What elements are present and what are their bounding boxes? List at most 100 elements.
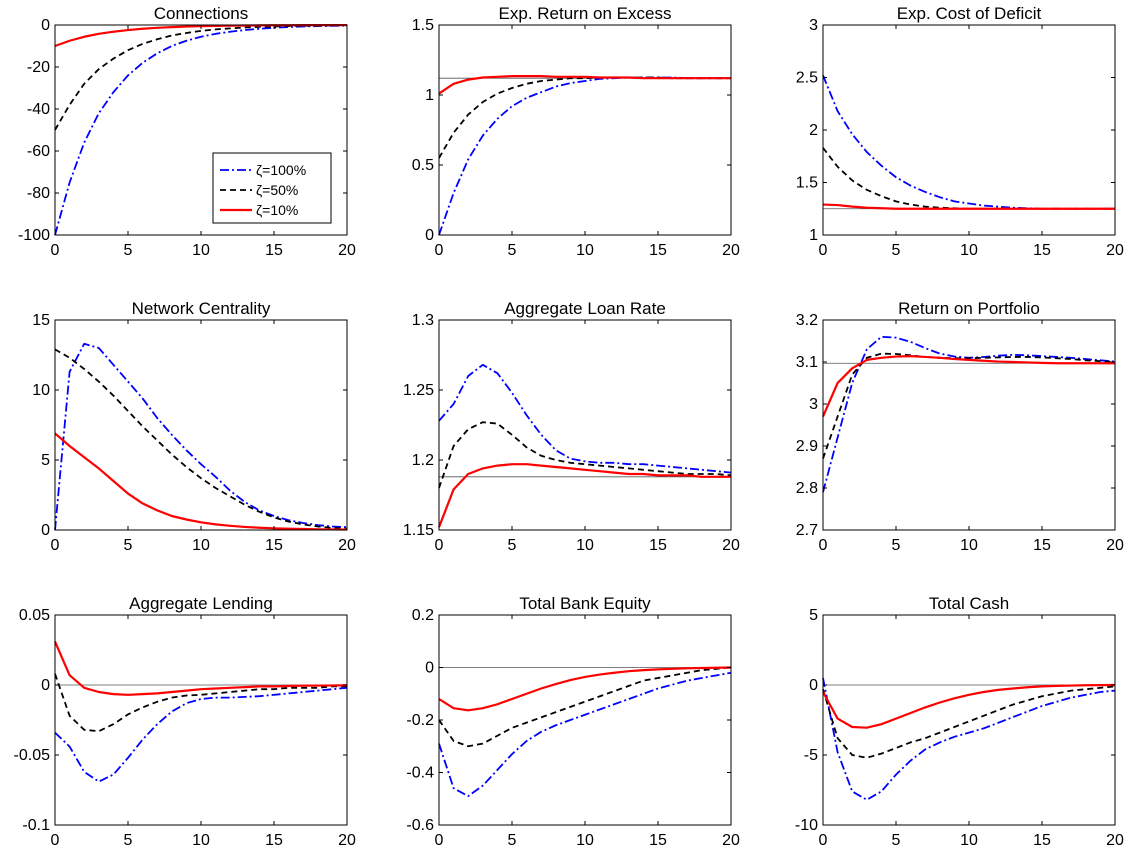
x-tick-label: 10 [192,242,210,259]
y-tick-label: 2.9 [796,438,818,455]
y-tick-label: -100 [18,227,50,244]
legend-label: ζ=100% [256,162,306,178]
y-tick-label: -20 [27,59,50,76]
x-tick-label: 5 [124,832,133,849]
x-tick-label: 0 [819,832,828,849]
series-line-2 [822,203,1115,210]
x-tick-label: 0 [51,537,60,554]
series-line-1 [54,348,348,530]
y-tick-label: -0.05 [14,747,51,764]
y-tick-label: 3 [809,396,818,413]
x-tick-label: 0 [435,242,444,259]
y-tick-label: 0.5 [412,157,434,174]
y-tick-label: 1.25 [403,382,434,399]
legend-label: ζ=50% [256,182,298,198]
subplot-title: Exp. Cost of Deficit [897,4,1042,23]
x-tick-label: 5 [892,537,901,554]
series-line-1 [54,24,348,131]
y-tick-label: 2.5 [796,70,818,87]
x-tick-label: 0 [435,537,444,554]
subplot-0: Connections 0 5 10 15 20 -100 -80 -60 -40 -20 0 [18,4,356,259]
y-tick-label: 1 [809,227,818,244]
y-tick-label: 1.3 [412,312,434,329]
subplot-5: Return on Portfolio 0 5 10 15 20 2.7 2.8 2.9 3 3.1… [796,299,1124,554]
series-line-1 [822,147,1115,210]
y-tick-label: 0.05 [19,607,50,624]
series-line-1 [438,421,732,489]
y-tick-label: -80 [27,185,50,202]
series-line-0 [54,686,348,783]
y-tick-label: 5 [41,452,50,469]
x-tick-label: 5 [124,242,133,259]
y-tick-label: 0 [809,677,818,694]
y-tick-label: 1 [425,87,434,104]
x-tick-label: 20 [1106,242,1124,259]
subplot-title: Connections [154,4,249,23]
legend-box [212,152,332,224]
axes-box [438,319,732,531]
series-line-0 [822,677,1116,801]
subplot-title: Total Bank Equity [519,594,651,613]
x-tick-label: 20 [1106,537,1124,554]
x-tick-label: 5 [892,832,901,849]
x-tick-label: 20 [722,537,740,554]
y-tick-label: -0.1 [22,817,50,834]
y-tick-label: -0.2 [406,712,434,729]
subplot-2: Exp. Cost of Deficit 0 5 10 15 20 1 1.5 2 2.5 3 [796,4,1124,259]
x-tick-label: 20 [338,832,356,849]
x-tick-label: 10 [192,832,210,849]
y-tick-label: 1.5 [412,17,434,34]
x-tick-label: 20 [338,242,356,259]
x-tick-label: 20 [1106,832,1124,849]
x-tick-label: 10 [576,537,594,554]
series-line-1 [54,673,347,733]
x-tick-label: 20 [338,537,356,554]
x-tick-label: 5 [508,832,517,849]
y-tick-label: 0.2 [412,607,434,624]
series-line-2 [438,666,732,712]
x-tick-label: 15 [1033,832,1051,849]
y-tick-label: 1.15 [403,522,434,539]
x-tick-label: 10 [576,832,594,849]
series-line-2 [53,641,348,696]
y-tick-label: 2 [809,122,818,139]
series-line-0 [438,363,732,474]
subplot-title: Return on Portfolio [898,299,1040,318]
x-tick-label: 15 [649,832,667,849]
subplot-title: Exp. Return on Excess [499,4,672,23]
series-line-0 [438,671,732,798]
subplot-1: Exp. Return on Excess 0 5 10 15 20 0 0.5 1 1.5 [412,4,740,259]
x-tick-label: 0 [819,537,828,554]
subplot-3: Network Centrality 0 5 10 15 20 0 5 10 15 [32,299,356,554]
subplot-title: Total Cash [929,594,1009,613]
x-tick-label: 10 [960,242,978,259]
y-tick-label: -5 [804,747,818,764]
axes-box [54,319,348,531]
series-line-1 [822,352,1116,459]
subplot-7: Total Bank Equity 0 5 10 15 20 -0.6 -0.4 -0.2 0 0.… [406,594,740,849]
x-tick-label: 5 [508,242,517,259]
x-tick-label: 20 [722,832,740,849]
x-tick-label: 0 [51,242,60,259]
x-tick-label: 0 [435,832,444,849]
y-tick-label: -10 [795,817,818,834]
axes-box [438,24,732,236]
series-line-2 [54,432,348,531]
y-tick-label: 3.1 [796,354,818,371]
series-line-1 [438,666,732,748]
y-tick-label: 3.2 [796,312,818,329]
series-line-0 [822,75,1115,210]
axes-box [54,614,348,826]
x-tick-label: 15 [1033,537,1051,554]
subplot-8: Total Cash 0 5 10 15 20 -10 -5 0 5 [795,594,1124,849]
y-tick-label: 10 [32,382,50,399]
axes-box [822,319,1116,531]
axes-box [822,614,1116,826]
series-line-2 [438,74,731,95]
x-tick-label: 15 [265,537,283,554]
y-tick-label: 3 [809,17,818,34]
y-tick-label: 2.7 [796,522,818,539]
x-tick-label: 15 [265,832,283,849]
x-tick-label: 5 [124,537,133,554]
